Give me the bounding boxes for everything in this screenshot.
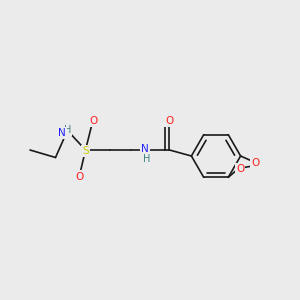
Text: N: N [141, 145, 149, 154]
Text: O: O [75, 172, 84, 182]
Text: H: H [143, 154, 151, 164]
Text: O: O [251, 158, 260, 168]
Text: O: O [236, 164, 244, 174]
Text: S: S [82, 146, 89, 156]
Text: N: N [58, 128, 66, 138]
Text: O: O [165, 116, 174, 126]
Text: O: O [89, 116, 97, 126]
Text: H: H [64, 125, 71, 135]
